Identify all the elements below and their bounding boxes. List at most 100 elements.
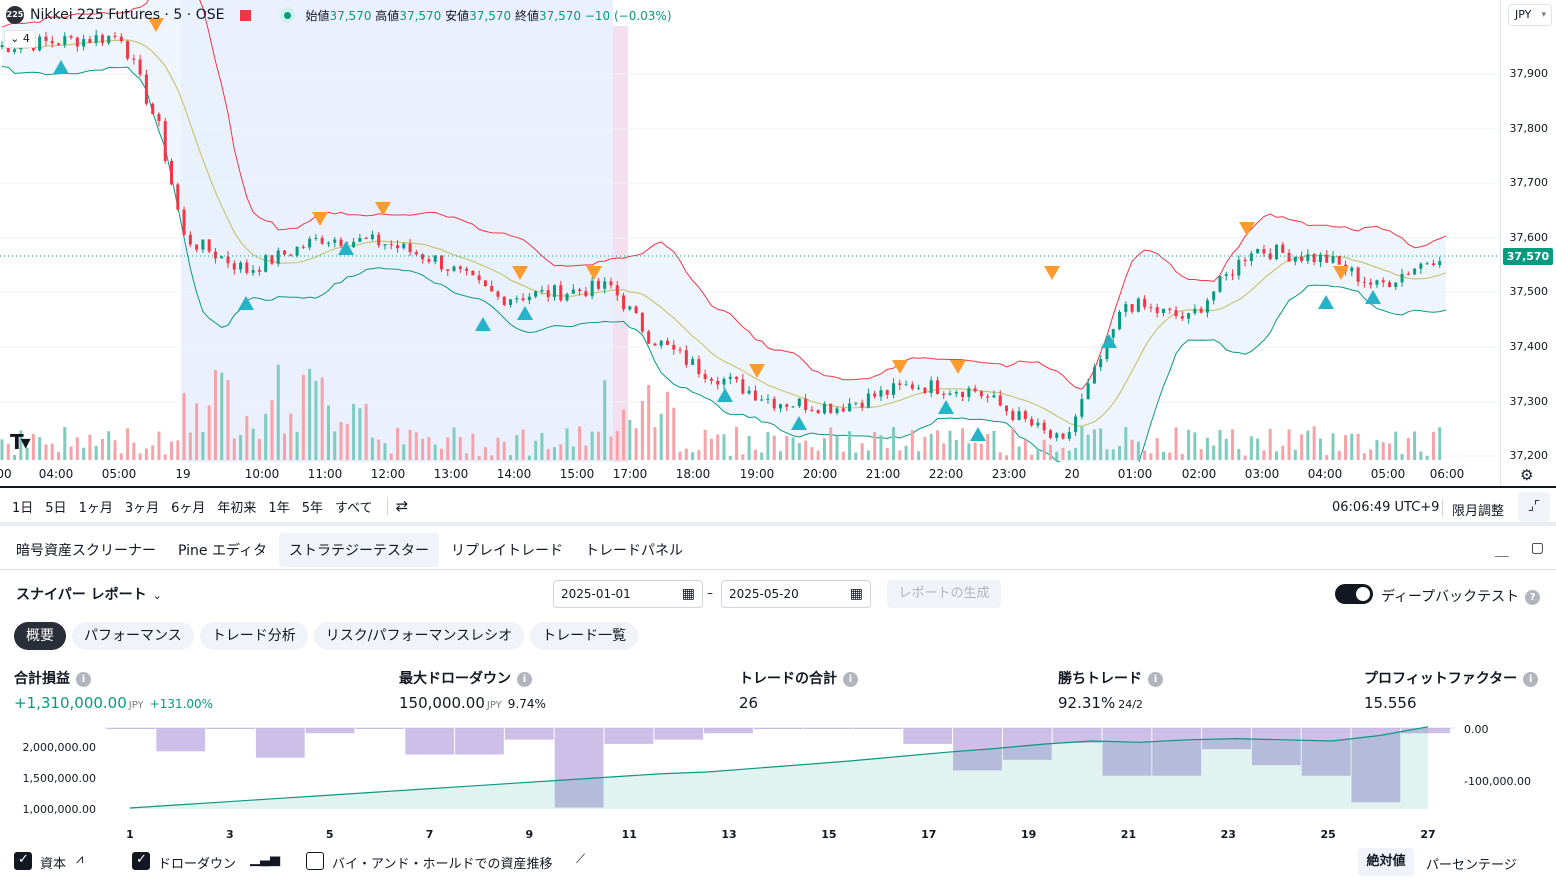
volume-bar bbox=[289, 413, 293, 460]
time-axis-label: 04:00 bbox=[1307, 467, 1343, 481]
indicator-collapse-button[interactable]: ⌄ 4 bbox=[4, 30, 36, 48]
range-item[interactable]: すべて bbox=[334, 500, 373, 516]
volume-bar bbox=[879, 435, 883, 460]
date-range-dash: – bbox=[707, 586, 713, 600]
range-item[interactable]: 3ヶ月 bbox=[124, 500, 160, 516]
report-subtab[interactable]: 概要 bbox=[14, 622, 66, 650]
time-axis[interactable]: 00 04:00 05:00 19 10:00 11:00 12:00 13:00 14:00 1… bbox=[0, 462, 1500, 486]
info-icon[interactable]: i bbox=[1148, 671, 1163, 687]
calendar-icon[interactable]: ▦ bbox=[681, 586, 695, 602]
candle-body bbox=[647, 331, 651, 344]
open-label: 始値 bbox=[305, 8, 330, 23]
volume-bar bbox=[728, 455, 732, 460]
volume-bar bbox=[326, 405, 330, 460]
candle-body bbox=[402, 243, 406, 249]
equity-checkbox[interactable] bbox=[14, 852, 32, 870]
range-item[interactable]: 5年 bbox=[301, 500, 323, 516]
volume-bar bbox=[904, 445, 908, 460]
panel-tab[interactable]: Pine エディタ bbox=[178, 542, 267, 559]
help-icon[interactable]: ? bbox=[1525, 589, 1541, 605]
candle-body bbox=[873, 393, 877, 397]
trade-number-label: 25 bbox=[1320, 828, 1335, 841]
info-icon[interactable]: i bbox=[76, 671, 91, 687]
panel-tab[interactable]: ストラテジーテスター bbox=[278, 532, 439, 567]
volume-bar bbox=[276, 364, 280, 460]
panel-tab[interactable]: トレードパネル bbox=[584, 542, 683, 559]
collapse-panel-icon[interactable]: ⌟⌜ bbox=[1518, 492, 1550, 522]
price-axis-label: 37,800 bbox=[1509, 122, 1549, 135]
range-item[interactable]: 年初来 bbox=[217, 500, 257, 516]
candle-body bbox=[69, 36, 73, 38]
contract-adjust-button[interactable]: 限月調整 bbox=[1452, 504, 1505, 519]
candle-body bbox=[471, 270, 475, 276]
calendar-icon[interactable]: ▦ bbox=[849, 586, 863, 602]
volume-bar bbox=[967, 443, 971, 460]
report-subtab[interactable]: トレード一覧 bbox=[530, 622, 639, 650]
equity-drawdown-chart[interactable]: 2,000,000.00 1,500,000.00 1,000,000.00 0.00… bbox=[0, 715, 1556, 845]
volume-bar bbox=[1187, 429, 1191, 460]
maximize-icon[interactable]: ▢ bbox=[1530, 540, 1544, 556]
range-item[interactable]: 1年 bbox=[268, 500, 290, 516]
report-subtab[interactable]: トレード分析 bbox=[199, 622, 308, 650]
buy-signal-marker bbox=[338, 241, 354, 255]
volume-bar bbox=[653, 427, 657, 460]
absolute-value-button[interactable]: 絶対値 bbox=[1358, 848, 1414, 876]
volume-bar bbox=[1231, 429, 1235, 460]
volume-bar bbox=[559, 444, 563, 460]
report-selector[interactable]: スナイパー レポート ⌄ bbox=[16, 584, 162, 604]
market-status-icon[interactable] bbox=[279, 7, 296, 23]
info-icon[interactable]: i bbox=[843, 671, 858, 687]
currency-selector[interactable]: JPY bbox=[1508, 4, 1552, 26]
range-item[interactable]: 6ヶ月 bbox=[171, 500, 206, 516]
candle-body bbox=[320, 237, 324, 244]
volume-bar bbox=[942, 443, 946, 460]
candle-body bbox=[1099, 359, 1103, 368]
price-axis-label: 37,900 bbox=[1509, 67, 1549, 80]
date-from-input[interactable]: 2025-01-01 ▦ bbox=[553, 580, 703, 608]
range-item[interactable]: 1ヶ月 bbox=[78, 500, 113, 516]
generate-report-button[interactable]: レポートの生成 bbox=[887, 580, 1001, 608]
gear-icon[interactable]: ⚙ bbox=[1520, 466, 1534, 484]
percentage-button[interactable]: パーセンテージ bbox=[1426, 858, 1517, 873]
candle-body bbox=[1268, 253, 1272, 260]
tradingview-logo[interactable]: T▾ bbox=[10, 430, 31, 454]
price-axis[interactable]: JPY 37,900 37,800 37,700 37,600 37,500 37,400… bbox=[1500, 0, 1556, 486]
symbol-title[interactable]: Nikkei 225 Futures · 5 · OSE bbox=[30, 7, 225, 23]
date-to-input[interactable]: 2025-05-20 ▦ bbox=[721, 580, 871, 608]
candle-body bbox=[797, 398, 801, 407]
candlestick-chart-canvas[interactable] bbox=[0, 0, 1500, 462]
volume-bar bbox=[1168, 452, 1172, 460]
drawdown-checkbox[interactable] bbox=[132, 852, 150, 870]
volume-bar bbox=[370, 437, 374, 460]
price-axis-label: 37,700 bbox=[1509, 176, 1549, 189]
volume-bar bbox=[779, 451, 783, 460]
volume-bar bbox=[19, 430, 23, 460]
info-icon[interactable]: i bbox=[517, 671, 532, 687]
date-range-icon[interactable]: ⇄ bbox=[395, 497, 409, 515]
volume-bar bbox=[697, 450, 701, 460]
flag-icon[interactable] bbox=[240, 9, 252, 21]
minimize-icon[interactable]: ＿ bbox=[1494, 543, 1509, 559]
range-item[interactable]: 5日 bbox=[45, 500, 67, 516]
range-item[interactable]: 1日 bbox=[12, 500, 34, 516]
report-subtab[interactable]: リスク/パフォーマンスレシオ bbox=[313, 622, 525, 650]
candle-body bbox=[860, 402, 864, 408]
deep-backtest-toggle[interactable] bbox=[1335, 584, 1373, 604]
panel-tab[interactable]: リプレイトレード bbox=[450, 542, 563, 559]
drawdown-bar bbox=[1301, 728, 1351, 776]
volume-bar bbox=[170, 441, 174, 460]
buy-signal-marker bbox=[938, 400, 954, 414]
price-chart[interactable]: 225 Nikkei 225 Futures · 5 · OSE 始値37,57… bbox=[0, 0, 1556, 488]
buyhold-checkbox[interactable] bbox=[306, 852, 324, 870]
time-axis-label: 21:00 bbox=[865, 467, 901, 481]
candle-body bbox=[88, 39, 92, 43]
volume-bar bbox=[320, 377, 324, 460]
info-icon[interactable]: i bbox=[1523, 671, 1539, 687]
volume-bar bbox=[1406, 438, 1410, 460]
clock[interactable]: 06:06:49 UTC+9 bbox=[1332, 500, 1440, 515]
candle-body bbox=[509, 299, 513, 305]
volume-bar bbox=[502, 441, 506, 460]
report-subtab[interactable]: パフォーマンス bbox=[72, 622, 194, 650]
panel-tab[interactable]: 暗号資産スクリーナー bbox=[16, 542, 156, 559]
trade-number-label: 21 bbox=[1121, 828, 1136, 841]
